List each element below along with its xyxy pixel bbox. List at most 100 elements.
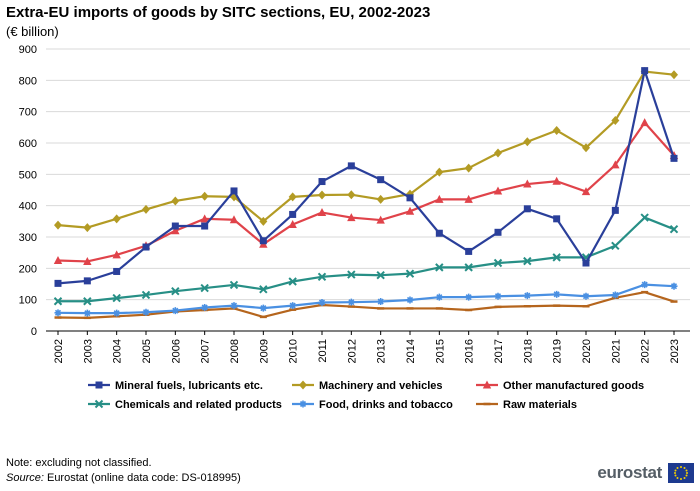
data-point-chemicals-and-related-products [376,271,385,280]
chart-title: Extra-EU imports of goods by SITC sectio… [6,4,431,21]
x-tick-label: 2010 [288,339,300,363]
line-chart: 0 100 200 300 400 500 600 700 800 900 2002 2003 2004… [19,44,690,411]
data-point-chemicals-and-related-products [171,286,180,296]
data-point-other-manufactured-goods [200,214,209,223]
data-point-machinery-and-vehicles [171,196,180,206]
data-point-mineral-fuels-lubricants-etc [83,277,91,285]
data-point-machinery-and-vehicles [83,223,92,233]
logo-text: eurostat [597,463,662,482]
data-point-chemicals-and-related-products [259,285,268,294]
data-point-food-drinks-and-tobacco [406,296,414,304]
data-point-food-drinks-and-tobacco [201,304,209,311]
data-point-other-manufactured-goods [581,187,591,196]
series-line-raw-materials [57,291,675,319]
data-point-food-drinks-and-tobacco [582,292,590,300]
data-point-machinery-and-vehicles [288,192,297,202]
data-point-mineral-fuels-lubricants-etc [113,267,121,275]
data-point-food-drinks-and-tobacco [494,292,502,300]
y-tick-label: 700 [19,107,37,119]
legend-label-raw-materials: Raw materials [503,399,577,411]
series-line-food-drinks-and-tobacco [57,283,675,315]
data-point-mineral-fuels-lubricants-etc [611,206,619,214]
legend-marker-food-drinks-and-tobacco [299,400,307,408]
x-tick-label: 2021 [610,339,622,363]
eurostat-logo: eurostat [597,463,694,483]
source-line: Source: Eurostat (online data code: DS-0… [6,472,241,484]
data-point-machinery-and-vehicles [611,115,620,125]
data-point-other-manufactured-goods [405,206,415,215]
data-point-mineral-fuels-lubricants-etc [406,194,414,202]
data-point-machinery-and-vehicles [54,220,62,230]
data-point-machinery-and-vehicles [376,194,385,204]
source-label: Source: [6,472,44,484]
data-point-mineral-fuels-lubricants-etc [142,243,150,251]
x-tick-label: 2011 [317,339,329,363]
data-point-mineral-fuels-lubricants-etc [289,210,297,218]
data-point-other-manufactured-goods [435,194,444,203]
data-point-food-drinks-and-tobacco [435,293,443,301]
y-tick-label: 400 [19,201,37,213]
x-tick-label: 2007 [200,339,212,363]
data-point-machinery-and-vehicles [318,190,326,200]
data-point-chemicals-and-related-products [229,280,239,290]
data-point-food-drinks-and-tobacco [377,298,385,306]
data-point-chemicals-and-related-products [523,256,532,266]
data-point-food-drinks-and-tobacco [641,281,649,289]
x-tick-label: 2015 [434,339,446,363]
data-point-chemicals-and-related-products [317,272,327,282]
data-point-mineral-fuels-lubricants-etc [465,247,473,255]
data-point-mineral-fuels-lubricants-etc [435,229,443,237]
y-tick-label: 300 [19,232,37,244]
data-point-mineral-fuels-lubricants-etc [201,222,209,230]
data-point-food-drinks-and-tobacco [553,290,561,298]
data-point-mineral-fuels-lubricants-etc [230,187,238,195]
data-point-mineral-fuels-lubricants-etc [553,215,561,223]
data-point-machinery-and-vehicles [347,190,356,200]
legend-label-other-manufactured-goods: Other manufactured goods [503,380,644,392]
data-point-chemicals-and-related-products [83,297,92,306]
series-line-mineral-fuels-lubricants-etc [57,69,676,285]
series-line-machinery-and-vehicles [57,70,675,229]
x-tick-label: 2008 [229,339,241,363]
data-point-chemicals-and-related-products [493,258,503,268]
x-tick-label: 2004 [112,339,124,363]
legend-label-chemicals-and-related-products: Chemicals and related products [115,399,282,411]
data-point-other-manufactured-goods [464,194,473,203]
data-point-machinery-and-vehicles [200,191,209,201]
data-point-food-drinks-and-tobacco [670,282,678,290]
data-point-other-manufactured-goods [493,186,503,195]
x-tick-label: 2020 [581,339,593,363]
y-tick-label: 200 [19,263,37,275]
data-point-food-drinks-and-tobacco [83,309,91,317]
data-point-machinery-and-vehicles [494,148,502,158]
data-point-machinery-and-vehicles [435,167,444,177]
data-point-food-drinks-and-tobacco [171,307,179,315]
data-point-chemicals-and-related-products [405,269,415,278]
data-point-other-manufactured-goods [611,160,620,169]
data-point-machinery-and-vehicles [523,137,532,147]
x-tick-label: 2022 [640,339,652,363]
data-point-mineral-fuels-lubricants-etc [318,178,326,186]
y-axis-unit: (€ billion) [6,24,59,39]
eu-flag-icon [668,463,694,483]
x-tick-label: 2014 [405,339,417,363]
legend-label-food-drinks-and-tobacco: Food, drinks and tobacco [319,399,453,411]
data-point-food-drinks-and-tobacco [465,293,473,301]
data-point-food-drinks-and-tobacco [259,304,267,312]
data-point-other-manufactured-goods [523,179,532,188]
data-point-machinery-and-vehicles [142,204,150,214]
footnote: Note: excluding not classified. [6,457,152,469]
data-point-machinery-and-vehicles [259,216,268,226]
data-point-chemicals-and-related-products [640,213,649,222]
y-tick-label: 800 [19,75,37,87]
data-point-machinery-and-vehicles [582,143,590,153]
data-point-chemicals-and-related-products [435,263,444,272]
y-tick-label: 100 [19,295,37,307]
data-point-food-drinks-and-tobacco [611,291,619,299]
data-point-other-manufactured-goods [229,215,239,224]
y-tick-label: 0 [31,326,37,338]
data-point-food-drinks-and-tobacco [54,309,62,317]
data-point-food-drinks-and-tobacco [347,298,355,306]
data-point-food-drinks-and-tobacco [318,298,326,306]
data-point-chemicals-and-related-products [611,241,620,250]
